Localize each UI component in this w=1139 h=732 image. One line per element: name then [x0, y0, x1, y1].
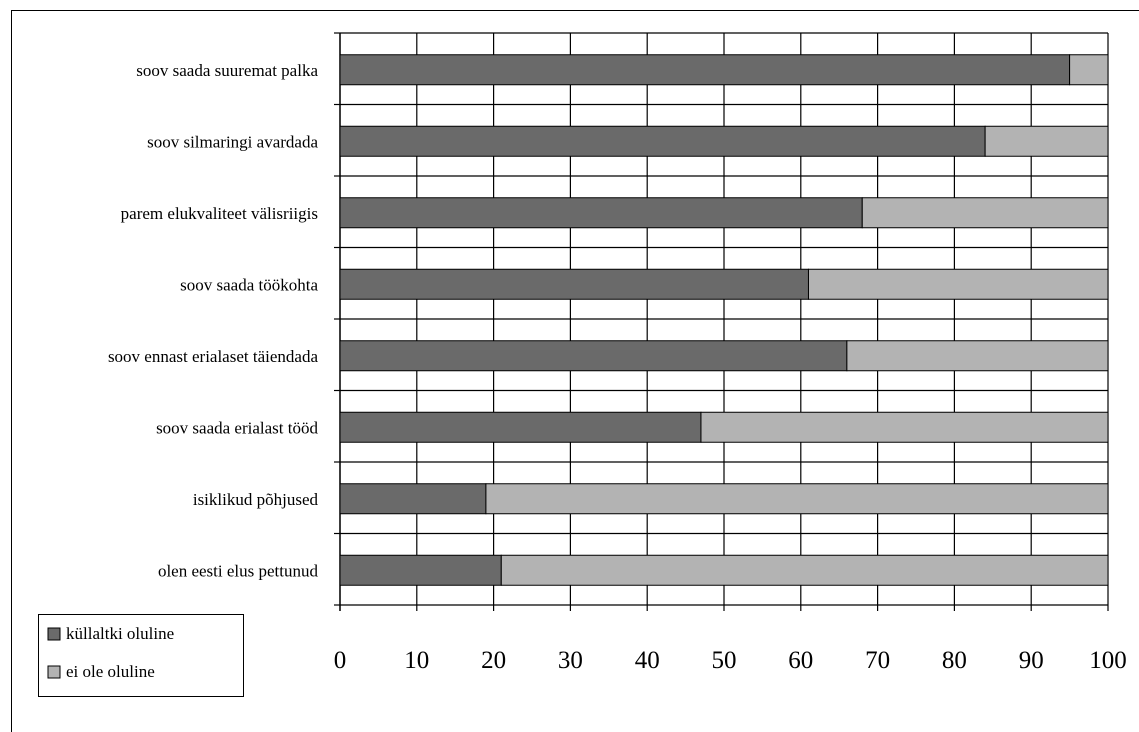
x-tick-label: 40 — [635, 647, 660, 674]
x-tick-label: 90 — [1019, 647, 1044, 674]
x-tick-label: 30 — [558, 647, 583, 674]
bar-segment-not-important — [861, 197, 1109, 229]
x-tick-label: 60 — [788, 647, 813, 674]
bar-segment-important — [339, 268, 809, 300]
legend-swatch — [47, 665, 61, 679]
x-tick-label: 50 — [712, 647, 737, 674]
legend-box — [38, 614, 244, 697]
category-label: soov saada töökohta — [180, 275, 318, 294]
category-label: isiklikud põhjused — [193, 490, 319, 509]
category-label: olen eesti elus pettunud — [158, 561, 319, 580]
bar-segment-not-important — [846, 340, 1109, 372]
bar-segment-important — [339, 554, 502, 586]
bar-segment-not-important — [984, 125, 1109, 157]
bar-segment-important — [339, 197, 863, 229]
bar-segment-not-important — [485, 483, 1109, 515]
category-label: soov ennast erialaset täiendada — [108, 347, 319, 366]
bar-segment-important — [339, 483, 487, 515]
x-tick-label: 0 — [334, 647, 347, 674]
category-label: soov silmaringi avardada — [147, 132, 318, 151]
bar-segment-not-important — [500, 554, 1109, 586]
bar-segment-not-important — [807, 268, 1109, 300]
category-label: soov saada suuremat palka — [136, 61, 318, 80]
category-label: parem elukvaliteet välisriigis — [121, 204, 318, 223]
x-tick-label: 80 — [942, 647, 967, 674]
legend-label: ei ole oluline — [66, 662, 155, 681]
bar-segment-important — [339, 411, 702, 443]
chart-border — [11, 10, 1139, 732]
bar-segment-important — [339, 125, 986, 157]
bar-segment-not-important — [1069, 54, 1109, 86]
bar-segment-important — [339, 54, 1071, 86]
legend-label: küllaltki oluline — [66, 624, 174, 643]
bar-segment-not-important — [700, 411, 1109, 443]
x-tick-label: 70 — [865, 647, 890, 674]
bar-segment-important — [339, 340, 848, 372]
x-tick-label: 10 — [404, 647, 429, 674]
x-tick-label: 20 — [481, 647, 506, 674]
x-tick-label: 100 — [1089, 647, 1127, 674]
legend-swatch — [47, 627, 61, 641]
category-label: soov saada erialast tööd — [156, 418, 318, 437]
